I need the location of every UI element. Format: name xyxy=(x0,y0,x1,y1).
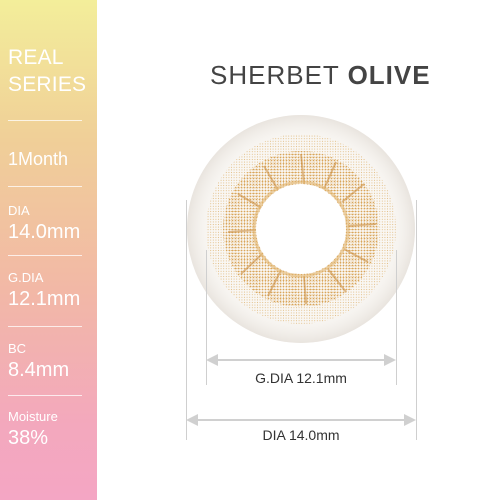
gdia-label: G.DIA 12.1mm xyxy=(255,370,347,386)
duration-label: 1Month xyxy=(8,149,69,169)
series-name: REAL SERIES xyxy=(8,44,86,98)
lens-pupil-edge xyxy=(252,180,350,278)
spec-label: BC xyxy=(8,341,27,356)
lens-iris-flares xyxy=(227,153,377,305)
series-line-2: SERIES xyxy=(8,73,87,96)
title-light: SHERBET xyxy=(210,60,340,90)
spec-value: 12.1mm xyxy=(8,288,81,310)
spec-dia: DIA 14.0mm xyxy=(8,203,80,244)
divider xyxy=(8,395,82,396)
dia-guide-left xyxy=(186,200,187,440)
spec-value: 14.0mm xyxy=(8,221,81,243)
spec-value: 38% xyxy=(8,427,49,449)
divider xyxy=(8,255,82,256)
spec-label: DIA xyxy=(8,203,30,218)
lens-pupil xyxy=(256,184,346,274)
spec-sidebar: REAL SERIES 1Month DIA 14.0mm G.DIA 12.1… xyxy=(0,0,97,500)
gdia-guide-right xyxy=(396,250,397,385)
spec-label: Moisture xyxy=(8,409,58,424)
dia-label: DIA 14.0mm xyxy=(262,427,340,443)
spec-moisture: Moisture 38% xyxy=(8,409,58,450)
spec-label: G.DIA xyxy=(8,270,44,285)
divider xyxy=(8,120,82,121)
product-title: SHERBET OLIVE xyxy=(210,60,431,91)
lens-image xyxy=(187,115,415,343)
series-line-1: REAL xyxy=(8,46,64,69)
divider xyxy=(8,186,82,187)
spec-value: 8.4mm xyxy=(8,359,70,381)
dia-guide-right xyxy=(416,200,417,440)
gdia-guide-left xyxy=(206,250,207,385)
gdia-arrow xyxy=(206,354,396,366)
spec-bc: BC 8.4mm xyxy=(8,341,69,382)
divider xyxy=(8,326,82,327)
title-bold: OLIVE xyxy=(347,60,431,90)
dia-arrow xyxy=(186,414,416,426)
spec-gdia: G.DIA 12.1mm xyxy=(8,270,80,311)
